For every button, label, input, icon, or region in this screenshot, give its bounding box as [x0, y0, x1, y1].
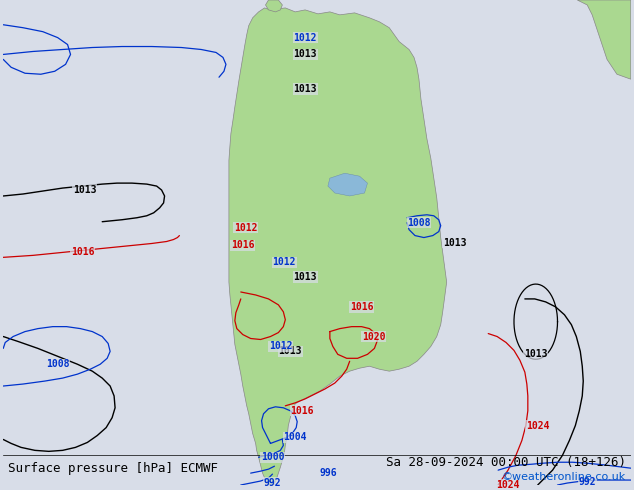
Text: 996: 996 — [319, 468, 337, 478]
Text: 1004: 1004 — [283, 433, 307, 442]
Text: Sa 28-09-2024 00:00 UTC (18+126): Sa 28-09-2024 00:00 UTC (18+126) — [386, 456, 626, 469]
Text: 1024: 1024 — [496, 480, 520, 490]
Polygon shape — [266, 0, 282, 12]
Text: 1008: 1008 — [46, 359, 70, 369]
Polygon shape — [578, 0, 631, 79]
Text: 1013: 1013 — [294, 49, 317, 59]
Polygon shape — [328, 173, 368, 196]
Text: 1020: 1020 — [361, 332, 385, 342]
Text: 1012: 1012 — [273, 257, 296, 268]
Polygon shape — [229, 8, 447, 485]
Text: 1024: 1024 — [526, 420, 550, 431]
Text: 1013: 1013 — [73, 185, 96, 195]
Text: Surface pressure [hPa] ECMWF: Surface pressure [hPa] ECMWF — [8, 462, 218, 475]
Text: 1016: 1016 — [290, 406, 314, 416]
Text: 1008: 1008 — [407, 218, 430, 228]
Text: 1016: 1016 — [70, 247, 94, 257]
Text: 1000: 1000 — [261, 452, 284, 462]
Text: 992: 992 — [264, 478, 281, 488]
Text: 1012: 1012 — [269, 342, 292, 351]
Text: 992: 992 — [578, 477, 596, 487]
Text: 1013: 1013 — [443, 238, 467, 247]
Text: 1012: 1012 — [234, 222, 257, 233]
Text: 1013: 1013 — [278, 346, 302, 356]
Text: 1016: 1016 — [350, 302, 373, 312]
Text: 1013: 1013 — [294, 84, 317, 94]
Text: ©weatheronline.co.uk: ©weatheronline.co.uk — [501, 472, 626, 482]
Text: 1016: 1016 — [231, 241, 254, 250]
Text: 1013: 1013 — [294, 272, 317, 282]
Text: 1013: 1013 — [524, 349, 548, 359]
Text: 1012: 1012 — [294, 33, 317, 43]
